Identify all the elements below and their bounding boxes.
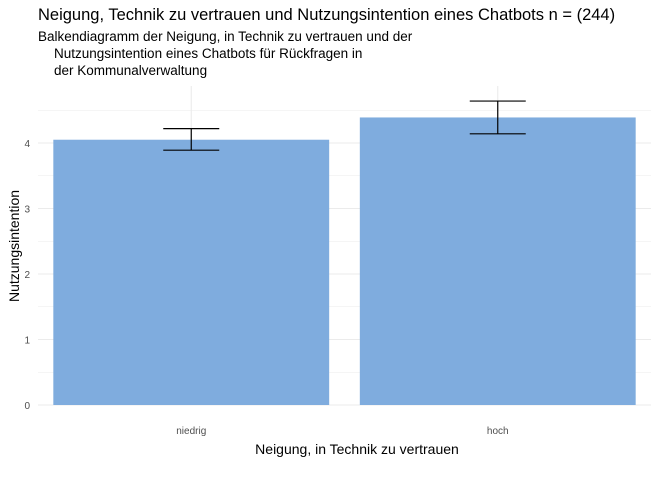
chart-subtitle-line-2: Nutzungsintention eines Chatbots für Rüc… [54, 46, 362, 61]
bar [53, 139, 330, 405]
error-bars [163, 100, 526, 151]
chart-title: Neigung, Technik zu vertrauen und Nutzun… [38, 6, 615, 24]
y-tick-labels: 0 1 2 3 4 [24, 139, 30, 412]
x-tick-label: hoch [487, 426, 509, 437]
y-tick-label: 3 [24, 205, 30, 216]
bar [359, 117, 636, 405]
y-tick-label: 1 [24, 336, 30, 347]
x-tick-label: niedrig [176, 426, 206, 437]
y-tick-label: 0 [24, 401, 30, 412]
bars [53, 117, 636, 405]
y-axis-label: Nutzungsintention [6, 190, 22, 302]
chart-subtitle-line-1: Balkendiagramm der Neigung, in Technik z… [38, 29, 413, 44]
x-tick-labels: niedrig hoch [176, 426, 508, 437]
chart-subtitle-line-3: der Kommunalverwaltung [54, 63, 207, 78]
y-tick-label: 4 [24, 139, 30, 150]
y-tick-label: 2 [24, 270, 30, 281]
x-axis-label: Neigung, in Technik zu vertrauen [255, 441, 459, 457]
